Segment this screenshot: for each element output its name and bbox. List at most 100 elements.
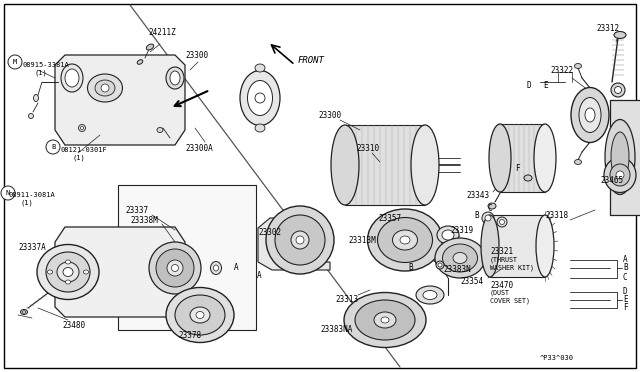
Ellipse shape — [442, 230, 454, 240]
Ellipse shape — [296, 236, 304, 244]
Text: B: B — [623, 263, 628, 273]
Text: 23300: 23300 — [185, 51, 208, 60]
Text: M: M — [13, 59, 17, 65]
Ellipse shape — [291, 231, 309, 249]
Text: 23354: 23354 — [460, 278, 483, 286]
Ellipse shape — [536, 215, 554, 277]
Text: 23318: 23318 — [545, 211, 568, 219]
Ellipse shape — [175, 295, 225, 335]
Text: 08121-0301F: 08121-0301F — [60, 147, 107, 153]
Ellipse shape — [435, 238, 485, 278]
Ellipse shape — [196, 311, 204, 318]
Ellipse shape — [79, 125, 86, 131]
Text: 23302: 23302 — [258, 228, 281, 237]
Text: 23383N: 23383N — [443, 266, 471, 275]
Ellipse shape — [149, 242, 201, 294]
Text: D: D — [623, 288, 628, 296]
Ellipse shape — [378, 218, 433, 263]
Ellipse shape — [423, 291, 437, 299]
Ellipse shape — [37, 244, 99, 299]
Ellipse shape — [616, 171, 624, 179]
Ellipse shape — [499, 219, 504, 224]
Ellipse shape — [190, 307, 210, 323]
Text: E: E — [543, 80, 548, 90]
Text: 23383NA: 23383NA — [320, 326, 353, 334]
Bar — [610, 100, 640, 215]
Text: C: C — [488, 203, 493, 212]
Text: 23313M: 23313M — [348, 235, 376, 244]
Ellipse shape — [61, 64, 83, 92]
Ellipse shape — [604, 157, 636, 192]
Ellipse shape — [248, 80, 273, 115]
Ellipse shape — [610, 164, 630, 186]
Ellipse shape — [400, 236, 410, 244]
Text: (1): (1) — [20, 200, 33, 206]
Ellipse shape — [29, 113, 33, 119]
Ellipse shape — [33, 94, 38, 102]
Ellipse shape — [65, 260, 70, 264]
Text: A: A — [257, 270, 262, 279]
Ellipse shape — [255, 124, 265, 132]
Ellipse shape — [534, 124, 556, 192]
Ellipse shape — [585, 108, 595, 122]
Polygon shape — [55, 227, 185, 317]
Ellipse shape — [488, 203, 496, 209]
Text: B: B — [474, 211, 479, 219]
Text: 23319: 23319 — [450, 225, 473, 234]
Text: E: E — [623, 295, 628, 305]
Ellipse shape — [63, 267, 73, 276]
Ellipse shape — [170, 71, 180, 85]
Ellipse shape — [255, 93, 265, 103]
Ellipse shape — [57, 262, 79, 282]
Ellipse shape — [88, 74, 122, 102]
Ellipse shape — [8, 55, 22, 69]
Polygon shape — [258, 218, 330, 270]
Ellipse shape — [214, 265, 218, 271]
Text: A: A — [623, 256, 628, 264]
Ellipse shape — [1, 186, 15, 200]
Ellipse shape — [575, 64, 582, 68]
Ellipse shape — [497, 217, 507, 227]
Ellipse shape — [575, 160, 582, 164]
Ellipse shape — [605, 119, 635, 195]
Ellipse shape — [156, 249, 194, 287]
Polygon shape — [55, 55, 185, 145]
Text: 23338M: 23338M — [130, 215, 157, 224]
Ellipse shape — [411, 125, 439, 205]
Ellipse shape — [437, 226, 459, 244]
Ellipse shape — [240, 71, 280, 125]
Ellipse shape — [47, 270, 52, 274]
Bar — [118, 185, 256, 330]
Text: COVER SET): COVER SET) — [490, 298, 530, 304]
Bar — [345, 125, 425, 205]
Ellipse shape — [167, 260, 183, 276]
Text: 23357: 23357 — [378, 214, 401, 222]
Bar — [500, 124, 545, 192]
Text: 24211Z: 24211Z — [148, 28, 176, 36]
Ellipse shape — [442, 244, 477, 272]
Text: 08911-3081A: 08911-3081A — [8, 192, 55, 198]
Ellipse shape — [172, 264, 179, 272]
Ellipse shape — [392, 230, 417, 250]
Ellipse shape — [81, 126, 83, 129]
Text: 23378: 23378 — [178, 330, 201, 340]
Ellipse shape — [211, 262, 221, 275]
Text: D: D — [527, 80, 532, 90]
Text: N: N — [6, 190, 10, 196]
Text: C: C — [623, 273, 628, 282]
Ellipse shape — [331, 125, 359, 205]
Text: FRONT: FRONT — [298, 55, 325, 64]
Ellipse shape — [438, 263, 442, 267]
Ellipse shape — [157, 128, 163, 132]
Text: (1): (1) — [34, 70, 47, 76]
Ellipse shape — [266, 206, 334, 274]
Ellipse shape — [65, 69, 79, 87]
Ellipse shape — [481, 215, 499, 277]
Ellipse shape — [22, 311, 26, 313]
Text: WASHER KIT): WASHER KIT) — [490, 265, 534, 271]
Ellipse shape — [611, 83, 625, 97]
Ellipse shape — [166, 288, 234, 343]
Text: (THRUST: (THRUST — [490, 257, 518, 263]
Bar — [490, 215, 545, 277]
Ellipse shape — [101, 84, 109, 92]
